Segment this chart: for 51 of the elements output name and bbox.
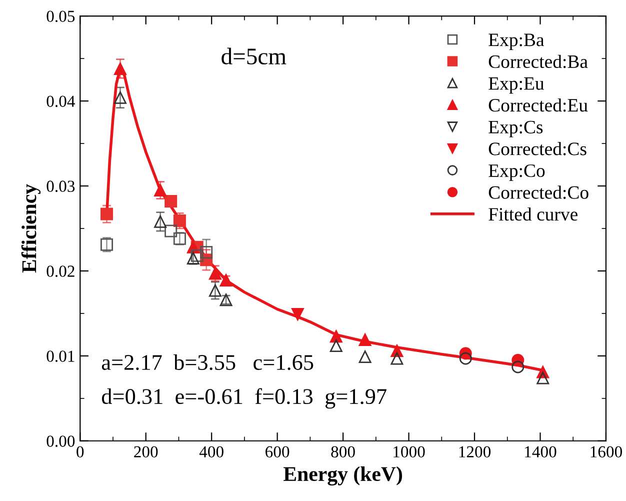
- y-tick-label: 0.02: [46, 266, 74, 277]
- point: [208, 267, 222, 280]
- y-tick-label: 0.03: [46, 180, 75, 192]
- legend-label: Corrected:Eu: [488, 98, 588, 112]
- point: [200, 246, 213, 258]
- point: [100, 208, 113, 220]
- annotation: a=2.17 b=3.55 c=1.65: [102, 354, 314, 370]
- legend-label: Corrected:Cs: [488, 142, 586, 156]
- x-tick-label: 600: [266, 446, 290, 458]
- legend-label: Corrected:Co: [488, 186, 588, 199]
- point: [358, 334, 372, 346]
- x-tick-label: 1000: [394, 446, 425, 458]
- point: [358, 350, 372, 364]
- x-tick-label: 400: [199, 446, 224, 458]
- x-axis-title: Energy (keV): [284, 466, 402, 486]
- y-tick-label: 0.01: [46, 350, 74, 362]
- point: [512, 360, 524, 374]
- legend-label: Exp:Cs: [488, 120, 543, 138]
- point: [220, 274, 232, 287]
- x-tick-label: 1400: [525, 446, 556, 458]
- y-tick-label: 0.00: [46, 436, 75, 447]
- x-tick-label: 800: [331, 446, 355, 458]
- annotation: d=5cm: [222, 48, 286, 64]
- y-tick-label: 0.04: [46, 96, 76, 108]
- legend-label: Exp:Eu: [488, 77, 544, 94]
- point: [164, 195, 178, 208]
- point: [114, 62, 126, 75]
- point: [173, 214, 186, 228]
- point: [208, 284, 222, 297]
- point: [114, 91, 126, 104]
- x-tick-label: 200: [134, 446, 158, 458]
- point: [536, 372, 550, 384]
- point: [154, 184, 167, 196]
- point: [459, 352, 472, 365]
- y-axis-title: Efficiency: [21, 184, 41, 273]
- y-tick-label: 0.05: [46, 10, 75, 22]
- point: [154, 215, 167, 228]
- point: [190, 249, 204, 262]
- point: [164, 224, 178, 238]
- x-tick-label: 1200: [459, 446, 491, 458]
- point: [330, 339, 342, 352]
- annotation: d=0.31 e=-0.61 f=0.13 g=1.97: [102, 388, 386, 409]
- point: [291, 308, 304, 321]
- point: [390, 352, 404, 365]
- x-tick-label: 1600: [590, 446, 622, 458]
- legend-label: Exp:Ba: [488, 34, 544, 50]
- legend-label: Fitted curve: [488, 207, 578, 221]
- legend-label: Corrected:Ba: [488, 54, 588, 68]
- x-tick-label: 0: [76, 446, 84, 458]
- legend-label: Exp:Co: [488, 164, 545, 181]
- point: [330, 330, 342, 343]
